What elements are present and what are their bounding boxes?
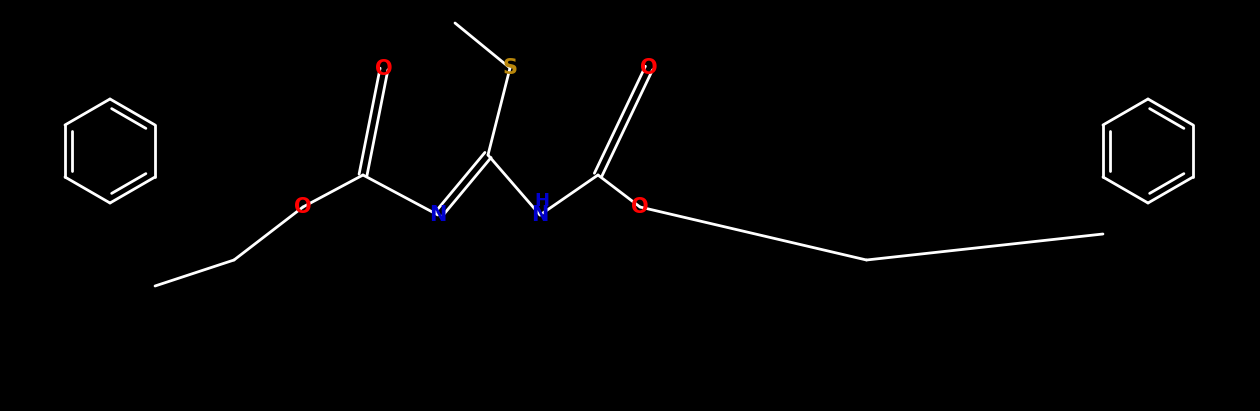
Text: N: N [532, 205, 548, 225]
Text: N: N [430, 205, 447, 225]
Text: S: S [503, 58, 518, 78]
Text: O: O [631, 197, 649, 217]
Text: O: O [640, 58, 658, 78]
Text: O: O [375, 59, 393, 79]
Text: H: H [534, 192, 549, 210]
Text: O: O [294, 197, 311, 217]
